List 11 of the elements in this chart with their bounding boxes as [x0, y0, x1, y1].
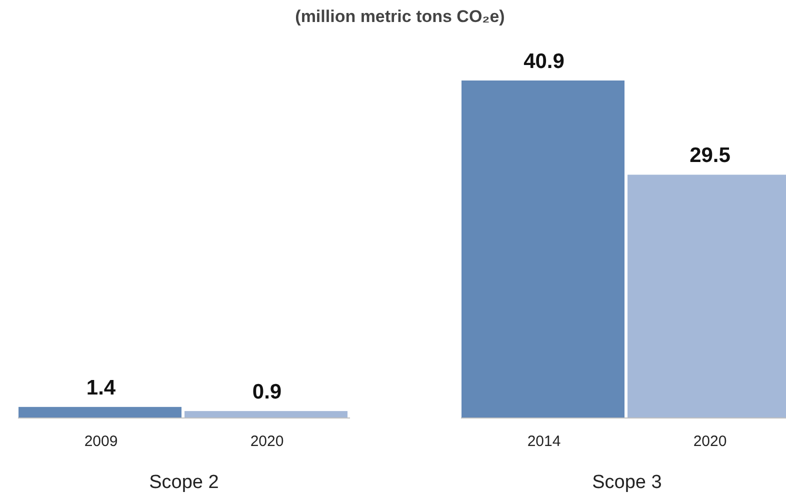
x-tick-label: 2020 — [250, 433, 284, 450]
x-tick-label: 2020 — [693, 433, 727, 450]
data-label: 1.4 — [86, 376, 116, 400]
text: Scope 2 — [149, 472, 219, 493]
x-tick-label: 2014 — [527, 433, 561, 450]
chart-title: (million metric tons CO₂e) — [295, 7, 505, 26]
data-label: 29.5 — [690, 144, 731, 168]
text: Scope 3 — [592, 472, 662, 493]
data-label: 40.9 — [524, 50, 564, 73]
data-label: 0.9 — [252, 380, 282, 404]
x-tick-label: 2009 — [84, 433, 118, 450]
